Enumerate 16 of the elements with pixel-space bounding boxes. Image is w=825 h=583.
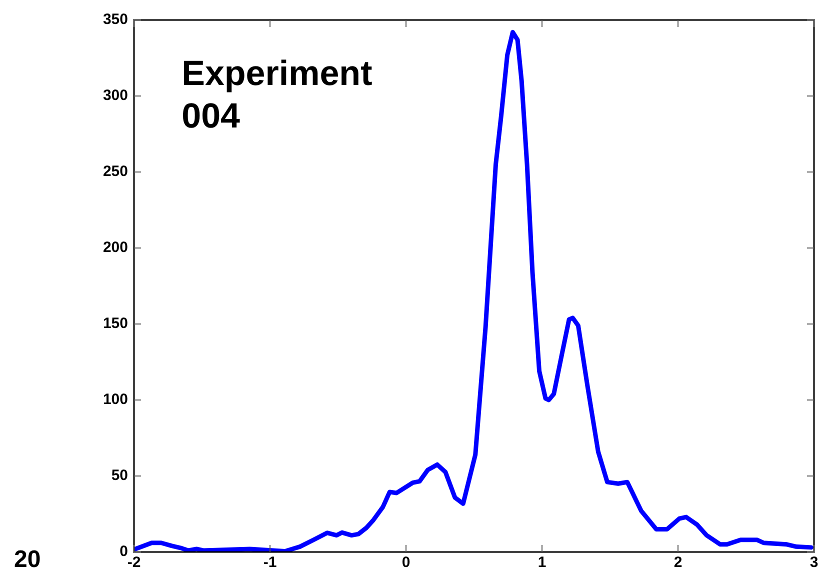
y-tick-label: 300	[102, 87, 128, 104]
y-tick-label: 150	[102, 315, 128, 332]
text: 20	[14, 546, 41, 574]
y-tick-label: 200	[102, 239, 128, 256]
text: Experiment 004	[182, 54, 373, 136]
y-tick-label: 100	[102, 391, 128, 408]
x-tick-label: 0	[402, 554, 410, 572]
y-tick-label: 350	[102, 11, 128, 28]
y-tick-label: 0	[120, 543, 128, 560]
y-tick-label: 250	[102, 163, 128, 180]
x-tick-label: -1	[263, 554, 277, 572]
x-tick-label: 2	[674, 554, 682, 572]
x-tick-label: 3	[810, 554, 818, 572]
x-tick-label: -2	[127, 554, 141, 572]
y-tick-label: 50	[111, 467, 128, 484]
x-tick-label: 1	[538, 554, 546, 572]
